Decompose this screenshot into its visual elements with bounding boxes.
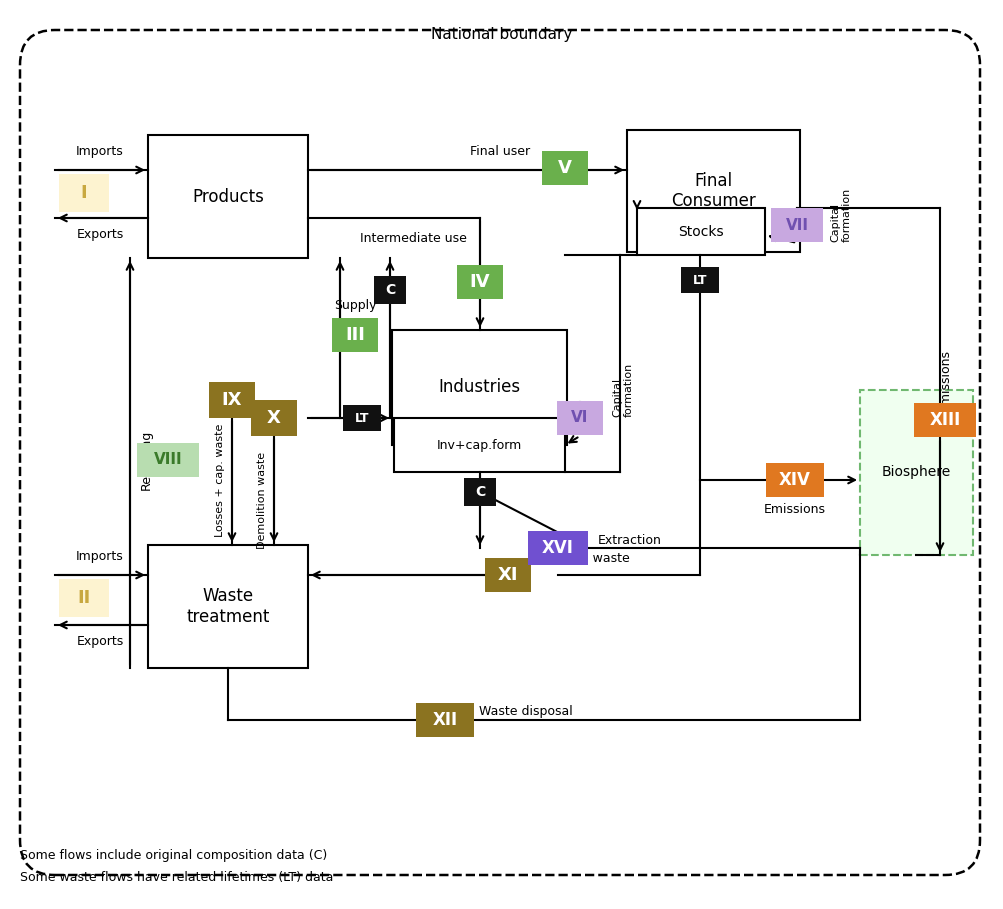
Bar (415, 703, 473, 737)
Bar (463, 478, 495, 506)
Bar (136, 443, 199, 477)
Text: Supply: Supply (333, 299, 376, 312)
Bar (147, 135, 308, 258)
Text: XVI: XVI (542, 539, 574, 557)
Bar (147, 545, 308, 668)
Bar (636, 208, 764, 255)
Text: Exports: Exports (76, 228, 123, 241)
Bar (913, 403, 975, 437)
Bar (343, 405, 380, 431)
Text: IX: IX (222, 391, 242, 409)
Text: LT: LT (354, 412, 369, 425)
Bar (627, 130, 799, 252)
Text: Biosphere: Biosphere (881, 465, 950, 479)
Bar (374, 276, 405, 304)
Text: XI: XI (497, 566, 518, 584)
Bar (770, 208, 822, 242)
Text: Intermediate use: Intermediate use (360, 232, 466, 245)
Text: Emissions: Emissions (763, 503, 825, 516)
Text: Some waste flows have related lifetimes (LT) data: Some waste flows have related lifetimes … (20, 872, 333, 884)
Text: Industries: Industries (438, 378, 520, 396)
Bar (542, 151, 588, 185)
Bar (332, 318, 377, 352)
Text: II: II (77, 589, 90, 607)
Text: Waste disposal: Waste disposal (478, 705, 572, 718)
Bar (251, 400, 297, 436)
Text: Exports: Exports (76, 635, 123, 648)
Bar (680, 267, 718, 293)
Text: LT: LT (692, 274, 706, 286)
Text: Solid waste: Solid waste (558, 552, 629, 565)
Text: Emissions: Emissions (938, 349, 951, 411)
Bar (484, 558, 531, 592)
Text: Recycling: Recycling (139, 430, 152, 490)
Bar (456, 265, 503, 299)
Text: Some flows include original composition data (C): Some flows include original composition … (20, 848, 327, 862)
Bar (557, 401, 603, 435)
Text: Products: Products (192, 187, 264, 205)
Bar (59, 579, 109, 617)
Bar (209, 382, 255, 418)
Text: VI: VI (571, 411, 588, 425)
Bar (391, 330, 567, 445)
Text: C: C (384, 283, 395, 297)
Text: I: I (80, 184, 87, 202)
Text: XIII: XIII (929, 411, 960, 429)
Text: Final user: Final user (469, 145, 530, 158)
Bar (393, 418, 565, 472)
Text: XII: XII (432, 711, 457, 729)
Bar (860, 390, 972, 555)
Bar (59, 174, 109, 212)
Text: VII: VII (784, 217, 807, 233)
Text: X: X (267, 409, 281, 427)
Text: Imports: Imports (76, 550, 123, 563)
Text: Demolition waste: Demolition waste (257, 452, 267, 548)
Text: Inv+cap.form: Inv+cap.form (436, 438, 522, 452)
Text: Losses + cap. waste: Losses + cap. waste (215, 424, 225, 536)
Text: VIII: VIII (153, 453, 183, 467)
Text: III: III (345, 326, 364, 344)
Text: V: V (558, 159, 572, 177)
Text: Capital
formation: Capital formation (612, 363, 633, 417)
Bar (528, 531, 588, 565)
Text: Waste
treatment: Waste treatment (187, 587, 270, 626)
Text: Capital
formation: Capital formation (829, 188, 851, 242)
Text: XIV: XIV (778, 471, 810, 489)
Text: IV: IV (469, 273, 489, 291)
Text: National boundary: National boundary (431, 27, 572, 43)
Text: Imports: Imports (76, 145, 123, 158)
Bar (765, 463, 823, 497)
Text: C: C (474, 485, 484, 499)
Text: Final
Consumer: Final Consumer (670, 172, 755, 210)
Text: Stocks: Stocks (677, 225, 723, 238)
Text: Extraction: Extraction (598, 534, 661, 546)
